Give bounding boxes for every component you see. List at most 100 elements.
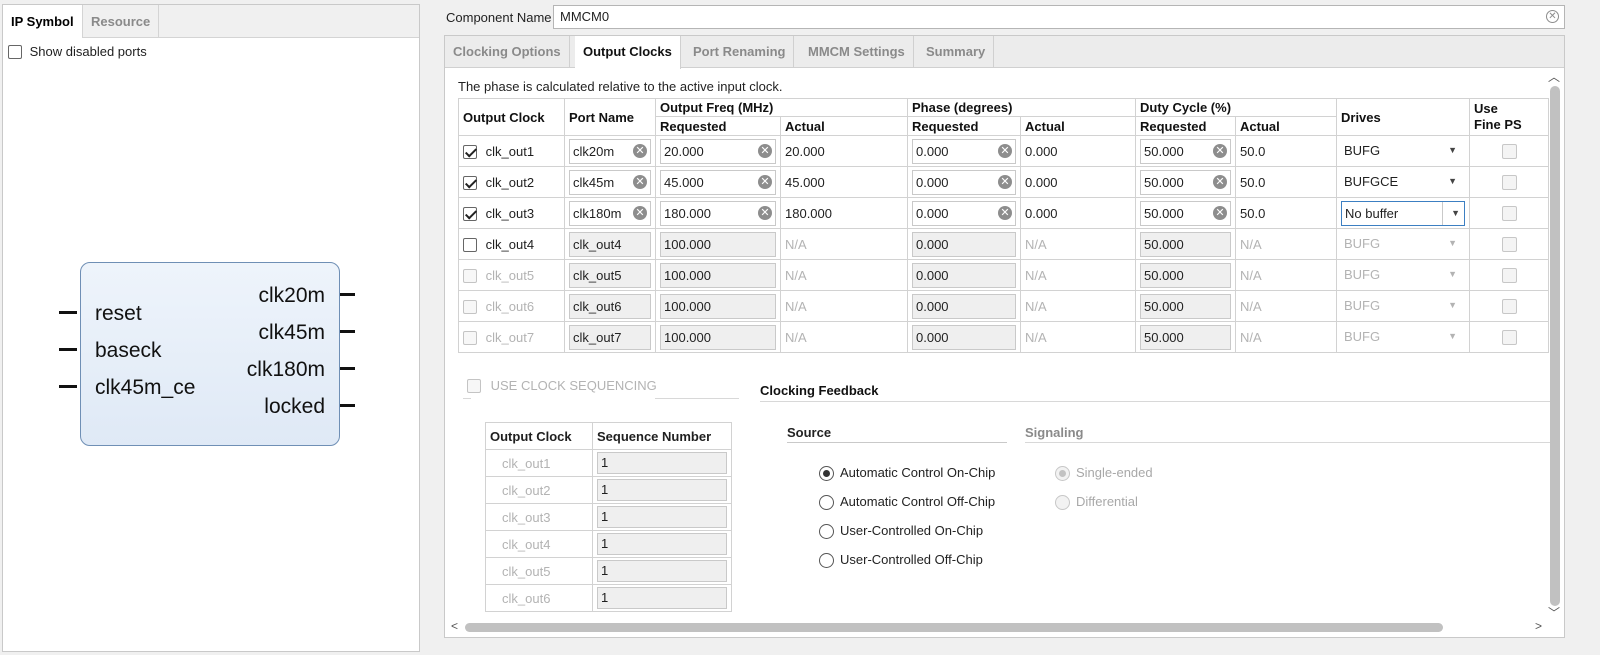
tab-mmcm-settings[interactable]: MMCM Settings [800, 36, 914, 68]
use-fine-ps-checkbox[interactable] [1501, 298, 1517, 314]
source-option-user-on-chip[interactable]: User-Controlled On-Chip [819, 523, 983, 540]
port-name-input[interactable]: clk180m ✕ [569, 200, 651, 226]
scroll-up-arrow-icon[interactable]: ︿ [1548, 70, 1561, 84]
clear-icon[interactable]: ✕ [758, 174, 772, 189]
clear-icon[interactable]: ✕ [1213, 205, 1227, 220]
tab-resource[interactable]: Resource [83, 5, 160, 38]
clock-enable-checkbox[interactable] [463, 299, 477, 314]
signaling-option-single-ended[interactable]: Single-ended [1055, 465, 1153, 482]
vertical-scroll-thumb[interactable] [1550, 86, 1560, 606]
phase_req-input[interactable]: 0.000 ✕ [912, 200, 1016, 226]
seq-number-cell: 1 [592, 530, 732, 558]
port-name-input[interactable]: clk_out7 [569, 324, 651, 350]
port-name-input[interactable]: clk45m ✕ [569, 169, 651, 195]
duty_req-input[interactable]: 50.000 [1140, 293, 1231, 319]
duty_req-input[interactable]: 50.000 [1140, 231, 1231, 257]
tab-output-clocks[interactable]: Output Clocks [575, 36, 681, 69]
show-disabled-ports-option[interactable]: Show disabled ports [8, 43, 147, 59]
use-fine-ps-checkbox[interactable] [1501, 205, 1517, 221]
clear-icon[interactable]: ✕ [998, 174, 1012, 189]
drives-dropdown[interactable]: BUFG ▼ [1341, 325, 1465, 350]
radio-single-ended[interactable] [1055, 466, 1070, 482]
radio-user-off-chip[interactable] [819, 553, 834, 569]
freq_req-input[interactable]: 180.000 ✕ [660, 200, 776, 226]
sequence-number-input[interactable]: 1 [597, 506, 727, 528]
use-clock-sequencing-checkbox[interactable] [467, 378, 481, 393]
port-name-input[interactable]: clk_out5 [569, 262, 651, 288]
port-name-input[interactable]: clk_out4 [569, 231, 651, 257]
clock-enable-checkbox[interactable] [463, 330, 477, 345]
tab-ip-symbol[interactable]: IP Symbol [3, 5, 83, 38]
show-disabled-ports-checkbox[interactable] [8, 44, 22, 59]
sequence-number-input[interactable]: 1 [597, 533, 727, 555]
phase_req-input[interactable]: 0.000 ✕ [912, 169, 1016, 195]
signaling-option-differential[interactable]: Differential [1055, 494, 1138, 511]
drives-dropdown[interactable]: BUFGCE ▼ [1341, 170, 1465, 195]
radio-auto-off-chip[interactable] [819, 495, 834, 511]
sequence-number-input[interactable]: 1 [597, 560, 727, 582]
scroll-down-arrow-icon[interactable]: ﹀ [1548, 606, 1561, 620]
scroll-right-arrow-icon[interactable]: > [1535, 619, 1543, 633]
clear-icon[interactable]: ✕ [758, 143, 772, 158]
clear-icon[interactable]: ✕ [633, 174, 647, 189]
drives-dropdown[interactable]: BUFG ▼ [1341, 232, 1465, 257]
clear-icon[interactable]: ✕ [758, 205, 772, 220]
phase_req-input[interactable]: 0.000 [912, 262, 1016, 288]
clock-enable-checkbox[interactable] [463, 268, 477, 283]
use-fine-ps-checkbox[interactable] [1501, 329, 1517, 345]
use-fine-ps-checkbox[interactable] [1501, 236, 1517, 252]
freq_req-input[interactable]: 100.000 [660, 324, 776, 350]
clear-icon[interactable]: ✕ [1213, 143, 1227, 158]
freq_req-input[interactable]: 20.000 ✕ [660, 138, 776, 164]
freq_req-input[interactable]: 100.000 [660, 293, 776, 319]
duty_req-input[interactable]: 50.000 [1140, 324, 1231, 350]
horizontal-scroll-thumb[interactable] [465, 623, 1443, 632]
radio-differential[interactable] [1055, 495, 1070, 511]
radio-auto-on-chip[interactable] [819, 466, 834, 482]
freq_req-input[interactable]: 45.000 ✕ [660, 169, 776, 195]
use-fine-ps-checkbox[interactable] [1501, 267, 1517, 283]
phase_req-input[interactable]: 0.000 [912, 231, 1016, 257]
source-option-auto-on-chip[interactable]: Automatic Control On-Chip [819, 465, 995, 482]
clear-icon[interactable]: ✕ [1213, 174, 1227, 189]
clock-enable-checkbox[interactable] [463, 206, 477, 221]
drives-dropdown[interactable]: BUFG ▼ [1341, 263, 1465, 288]
use-fine-ps-checkbox[interactable] [1501, 174, 1517, 190]
sequence-number-input[interactable]: 1 [597, 479, 727, 501]
freq_req-input[interactable]: 100.000 [660, 231, 776, 257]
port-name-input[interactable]: clk20m ✕ [569, 138, 651, 164]
clear-icon[interactable]: ✕ [633, 143, 647, 158]
clear-icon[interactable]: ✕ [633, 205, 647, 220]
clock-enable-checkbox[interactable] [463, 237, 477, 252]
drives-dropdown[interactable]: BUFG ▼ [1341, 139, 1465, 164]
phase_req-input[interactable]: 0.000 [912, 324, 1016, 350]
source-option-auto-off-chip[interactable]: Automatic Control Off-Chip [819, 494, 995, 511]
source-option-user-off-chip[interactable]: User-Controlled Off-Chip [819, 552, 983, 569]
duty_req-input[interactable]: 50.000 ✕ [1140, 200, 1231, 226]
clear-icon[interactable]: ✕ [1546, 10, 1559, 23]
component-name-input[interactable]: MMCM0 [553, 5, 1565, 29]
phase_req-input[interactable]: 0.000 [912, 293, 1016, 319]
phase_req-input[interactable]: 0.000 ✕ [912, 138, 1016, 164]
use-clock-sequencing-option[interactable]: USE CLOCK SEQUENCING [467, 377, 657, 393]
sequence-number-input[interactable]: 1 [597, 587, 727, 609]
clear-icon[interactable]: ✕ [998, 205, 1012, 220]
drives-dropdown[interactable]: BUFG ▼ [1341, 294, 1465, 319]
clock-enable-checkbox[interactable] [463, 144, 477, 159]
duty_req-input[interactable]: 50.000 ✕ [1140, 169, 1231, 195]
radio-user-on-chip[interactable] [819, 524, 834, 540]
duty_req-input[interactable]: 50.000 ✕ [1140, 138, 1231, 164]
drives-dropdown[interactable]: No buffer ▼ [1341, 200, 1465, 226]
clock-enable-checkbox[interactable] [463, 175, 477, 190]
phase_req-value: 0.000 [916, 329, 949, 345]
freq_req-input[interactable]: 100.000 [660, 262, 776, 288]
sequence-number-input[interactable]: 1 [597, 452, 727, 474]
tab-port-renaming[interactable]: Port Renaming [685, 36, 795, 68]
port-name-input[interactable]: clk_out6 [569, 293, 651, 319]
scroll-left-arrow-icon[interactable]: < [451, 619, 459, 633]
tab-summary[interactable]: Summary [918, 36, 995, 68]
clear-icon[interactable]: ✕ [998, 143, 1012, 158]
tab-clocking-options[interactable]: Clocking Options [445, 36, 570, 68]
duty_req-input[interactable]: 50.000 [1140, 262, 1231, 288]
use-fine-ps-checkbox[interactable] [1501, 143, 1517, 159]
